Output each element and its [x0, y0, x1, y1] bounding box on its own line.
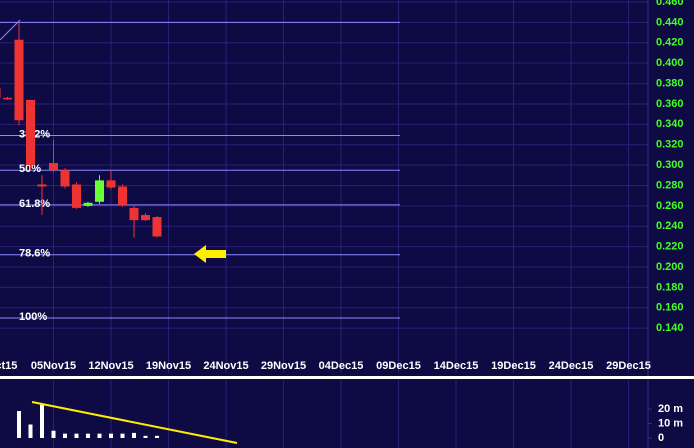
- y-tick-label: 0.440: [656, 16, 684, 28]
- volume-bar: [109, 433, 113, 438]
- volume-bar: [143, 435, 148, 438]
- x-tick-label: 29Oct15: [0, 360, 17, 372]
- volume-plot: [17, 403, 652, 439]
- volume-tick-label: 10 m: [658, 417, 683, 429]
- y-tick-label: 0.180: [656, 281, 684, 293]
- y-tick-label: 0.400: [656, 57, 684, 69]
- x-tick-label: 09Dec15: [376, 360, 421, 372]
- candle-body: [49, 163, 58, 171]
- candle-body: [129, 207, 139, 221]
- arrow: [194, 245, 226, 263]
- x-tick-label: 14Dec15: [434, 360, 479, 372]
- volume-bar: [17, 411, 21, 438]
- candle-body: [26, 99, 35, 166]
- separator: [0, 376, 694, 379]
- candle-body: [3, 97, 12, 100]
- y-tick-label: 0.420: [656, 37, 684, 49]
- candle-body: [0, 87, 1, 98]
- y-tick-label: 0.320: [656, 139, 684, 151]
- x-tick-label: 19Nov15: [146, 360, 191, 372]
- y-tick-label: 0.460: [656, 0, 684, 8]
- candle-body: [106, 180, 116, 188]
- candle-body: [60, 170, 70, 187]
- volume-tick-label: 20 m: [658, 403, 683, 415]
- candle-body: [118, 186, 127, 205]
- y-tick-label: 0.200: [656, 261, 684, 273]
- candle-body: [72, 184, 81, 208]
- volume-bar: [155, 435, 159, 438]
- volume-bar: [40, 403, 44, 438]
- y-tick-label: 0.360: [656, 98, 684, 110]
- volume-tick-label: 0: [658, 432, 664, 444]
- x-tick-label: 19Dec15: [491, 360, 536, 372]
- x-tick-label: 24Nov15: [203, 360, 248, 372]
- y-tick-label: 0.280: [656, 179, 684, 191]
- candle-body: [152, 217, 162, 237]
- y-tick-label: 0.140: [656, 322, 684, 334]
- volume-bar: [28, 424, 33, 438]
- fib-label: 100%: [19, 311, 47, 323]
- grid: [0, 0, 648, 448]
- volume-bar: [63, 433, 67, 438]
- x-tick-label: 04Dec15: [319, 360, 364, 372]
- trend-line: [0, 19, 21, 41]
- x-tick-label: 29Nov15: [261, 360, 306, 372]
- volume-bar: [51, 430, 56, 438]
- y-tick-label: 0.240: [656, 220, 684, 232]
- x-tick-label: 05Nov15: [31, 360, 76, 372]
- fib-label: 78.6%: [19, 248, 50, 260]
- candle-body: [141, 215, 150, 221]
- y-tick-label: 0.220: [656, 241, 684, 253]
- x-tick-label: 12Nov15: [88, 360, 133, 372]
- x-tick-label: 24Dec15: [549, 360, 594, 372]
- candle-body: [83, 202, 93, 206]
- candle-body: [95, 180, 104, 202]
- volume-bar: [132, 432, 136, 438]
- y-tick-label: 0.260: [656, 200, 684, 212]
- y-tick-label: 0.380: [656, 77, 684, 89]
- fib-label: 61.8%: [19, 198, 50, 210]
- x-tick-label: 29Dec15: [606, 360, 651, 372]
- volume-bar: [86, 433, 90, 438]
- candle-body: [37, 184, 47, 187]
- volume-trend-line: [31, 401, 238, 444]
- y-tick-label: 0.340: [656, 118, 684, 130]
- volume-bar: [74, 433, 79, 438]
- y-tick-label: 0.300: [656, 159, 684, 171]
- volume-bar: [120, 433, 125, 438]
- volume-bar: [97, 433, 102, 438]
- y-tick-label: 0.160: [656, 302, 684, 314]
- candle-body: [14, 39, 24, 121]
